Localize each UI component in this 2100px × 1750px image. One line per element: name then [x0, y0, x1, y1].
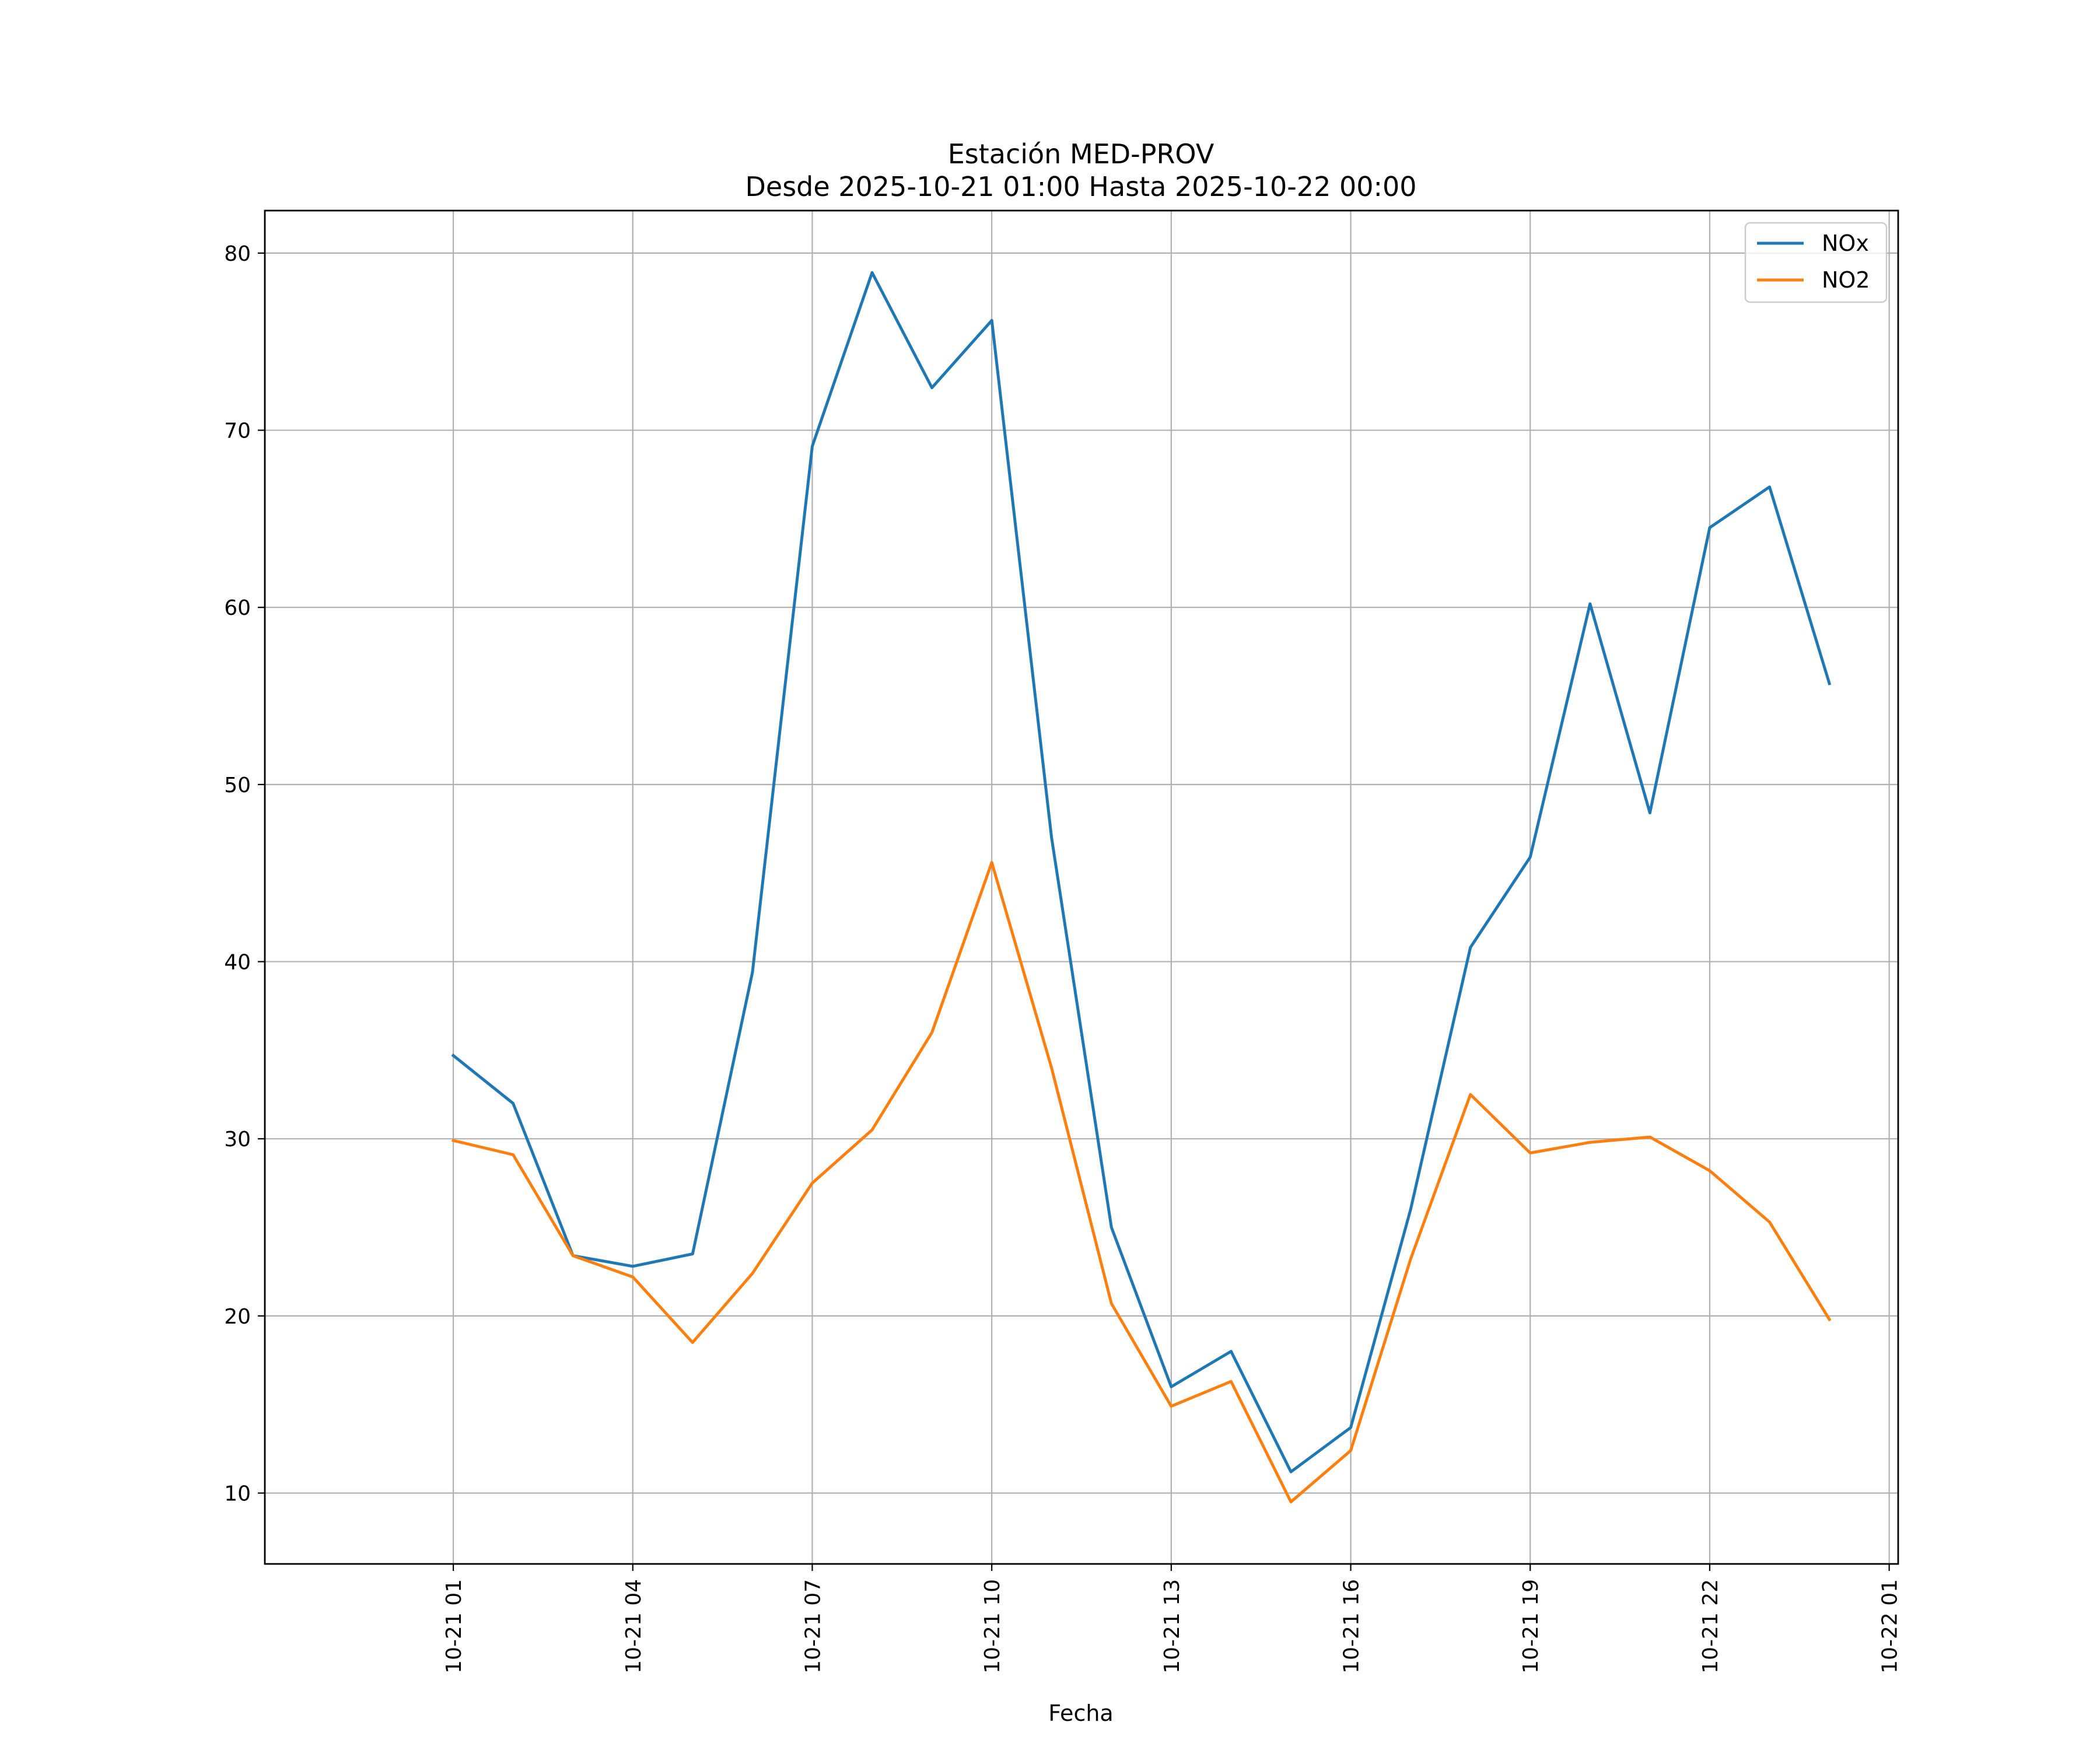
series-lines: [451, 271, 1832, 1504]
grid-lines: [265, 211, 1898, 1564]
series-line-nox: [451, 271, 1832, 1474]
y-tick-label: 70: [224, 419, 251, 443]
series-line-no2: [452, 861, 1832, 1504]
legend-label-no2: NO2: [1822, 267, 1870, 293]
x-tick-label: 10-21 01: [442, 1579, 466, 1674]
chart-title: Estación MED-PROV: [948, 138, 1214, 170]
y-axis-ticks: 10 20 30 40 50 60 70 80: [224, 242, 265, 1506]
x-tick-label: 10-21 04: [622, 1579, 646, 1674]
x-axis-ticks: 10-21 01 10-21 04 10-21 07 10-21 10 10-21 13…: [442, 1564, 1902, 1674]
x-tick-label: 10-21 19: [1519, 1579, 1543, 1674]
y-tick-label: 20: [224, 1305, 251, 1329]
y-tick-label: 30: [224, 1128, 251, 1152]
x-tick-label: 10-21 07: [801, 1579, 825, 1674]
chart-subtitle: Desde 2025-10-21 01:00 Hasta 2025-10-22 …: [745, 171, 1416, 202]
x-tick-label: 10-22 01: [1878, 1579, 1902, 1674]
x-tick-label: 10-21 13: [1160, 1579, 1184, 1674]
x-axis-label: Fecha: [1048, 1700, 1113, 1726]
y-tick-label: 10: [224, 1482, 251, 1506]
y-tick-label: 40: [224, 951, 251, 975]
plot-area-frame: [264, 209, 1899, 1565]
x-tick-label: 10-21 10: [981, 1579, 1005, 1674]
x-tick-label: 10-21 16: [1340, 1579, 1364, 1674]
legend-label-nox: NOx: [1822, 230, 1869, 256]
y-tick-label: 50: [224, 774, 251, 797]
x-tick-label: 10-21 22: [1699, 1579, 1723, 1674]
y-tick-label: 80: [224, 242, 251, 266]
y-tick-label: 60: [224, 596, 251, 620]
legend: NOx NO2: [1744, 222, 1888, 303]
